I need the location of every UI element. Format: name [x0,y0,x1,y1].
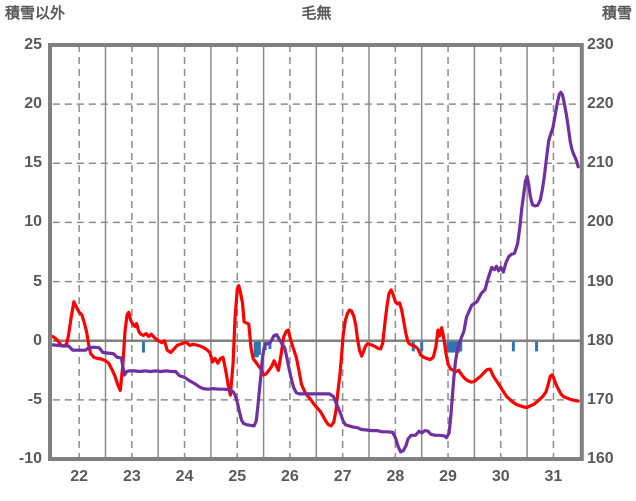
x-axis-tick-label: 23 [122,468,141,485]
left-axis-tick-label: -10 [18,450,42,467]
x-axis-tick-label: 30 [491,468,510,485]
left-axis-tick-label: 0 [33,331,42,349]
plot-frame [48,43,584,461]
left-axis-tick-label: 10 [24,213,42,231]
left-axis-tick-label: 5 [33,272,42,290]
x-axis-tick-label: 25 [228,468,247,485]
x-axis-tick-label: 22 [70,468,89,485]
x-axis-tick-label: 29 [439,468,457,485]
temperature-series-line [51,284,580,428]
right-axis-tick-label: 210 [587,154,614,172]
right-axis-tick-label: 160 [587,450,614,467]
x-axis-tick-label: 24 [175,468,194,485]
chart-title: 毛無 [301,5,332,22]
right-axis-tick-label: 200 [587,213,614,231]
left-axis-title: 積雪以外 [5,5,66,22]
right-axis-tick-label: 180 [587,331,614,349]
left-axis-tick-label: 20 [24,95,42,113]
left-axis-tick-label: 15 [24,154,42,172]
left-axis-tick-label: 25 [24,36,42,53]
x-axis-tick-label: 26 [281,468,299,485]
right-axis-tick-label: 170 [587,390,614,408]
right-axis-title: 積雪 [601,5,632,22]
left-axis-tick-label: -5 [27,390,42,408]
snow-depth-series-line [51,90,580,454]
right-axis-tick-label: 190 [587,272,614,290]
right-axis-tick-label: 220 [587,95,614,113]
right-axis-tick-label: 230 [587,36,614,53]
x-axis-tick-label: 31 [544,468,563,485]
x-axis-tick-label: 28 [386,468,405,485]
x-axis-tick-label: 27 [333,468,352,485]
